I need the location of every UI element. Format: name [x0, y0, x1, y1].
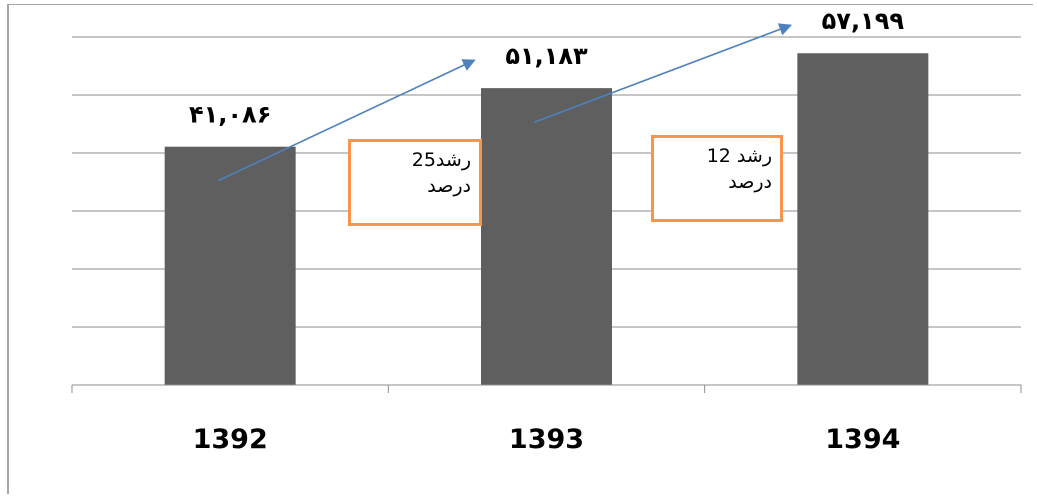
x-tick-label-1392: 1392: [193, 424, 268, 455]
growth-arrow-1394: [534, 23, 793, 123]
bar-1394: [797, 53, 929, 386]
growth-note-1393: رشد25 درصد: [348, 139, 482, 226]
growth-arrow-1393: [217, 59, 476, 182]
growth-note-1394-line1: رشد 12: [706, 145, 772, 167]
data-label-1392: ۴۱,۰۸۶: [189, 101, 271, 129]
growth-note-1394: رشد 12 درصد: [651, 135, 783, 222]
data-label-1394: ۵۷,۱۹۹: [822, 7, 905, 35]
data-label-1393: ۵۱,۱۸۳: [505, 42, 588, 70]
bar-1392: [164, 146, 296, 385]
x-tick-label-1393: 1393: [509, 424, 584, 455]
growth-note-1394-line2: درصد: [728, 171, 772, 193]
data-labels: ۴۱,۰۸۶ ۵۱,۱۸۳ ۵۷,۱۹۹: [189, 7, 905, 129]
bar-1393: [481, 88, 612, 385]
chart-frame: [7, 4, 1033, 494]
x-axis: 1392 1393 1394: [71, 384, 1022, 455]
bars: [164, 53, 929, 386]
growth-note-1393-line1: رشد25: [411, 149, 471, 171]
x-tick-label-1394: 1394: [825, 424, 900, 455]
growth-note-1393-line2: درصد: [427, 175, 471, 197]
growth-arrows: [217, 23, 793, 182]
